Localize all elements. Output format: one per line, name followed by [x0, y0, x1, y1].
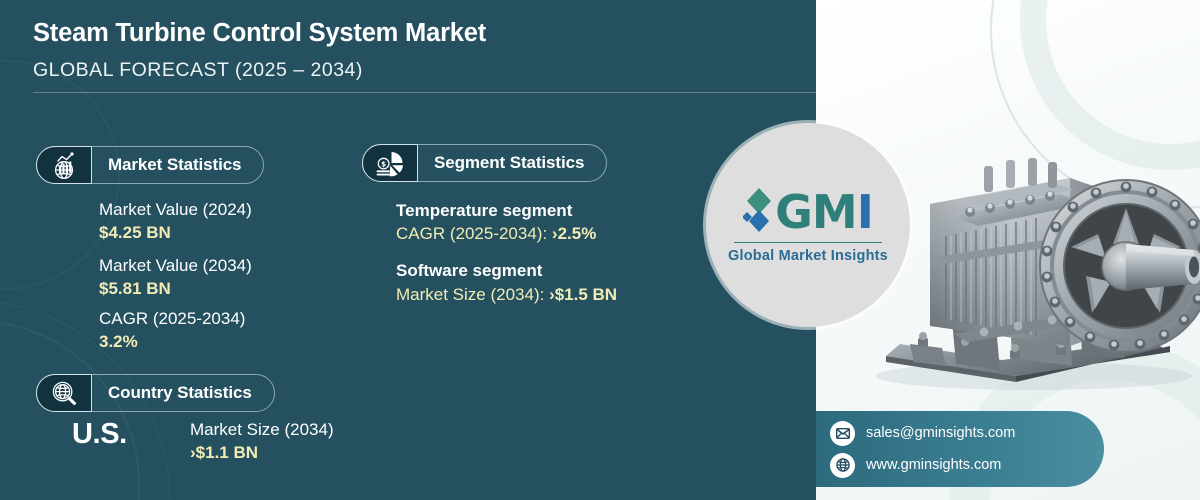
gmi-logo-divider	[734, 241, 882, 244]
gmi-logo-mark: GM I	[743, 184, 874, 239]
country-market-size-label: Market Size (2034)	[190, 420, 334, 439]
gmi-letters-gm: GM	[775, 184, 858, 239]
software-segment-metric-row: Market Size (2034): ›$1.5 BN	[396, 283, 617, 308]
gmi-logo: GM I Global Market Insights	[706, 123, 910, 327]
contact-email-row[interactable]: sales@gminsights.com	[830, 420, 1104, 446]
steam-turbine-photo	[876, 158, 1200, 390]
country-code: U.S.	[72, 418, 127, 450]
globe-magnifier-icon	[36, 374, 92, 412]
contact-email-text: sales@gminsights.com	[866, 425, 1016, 441]
software-segment-metric: Market Size (2034):	[396, 284, 550, 304]
market-value-2024-value: $4.25 BN	[99, 223, 171, 243]
pie-chart-money-icon: $	[362, 144, 418, 182]
envelope-icon	[830, 420, 855, 446]
market-value-2034-value: $5.81 BN	[99, 279, 171, 299]
market-statistics-label: Market Statistics	[108, 155, 242, 174]
gmi-diamond-icon	[743, 187, 772, 232]
section-header-market-statistics: Market Statistics	[36, 146, 265, 184]
software-segment-label: Software segment	[396, 261, 543, 281]
temperature-segment-value: ›2.5%	[551, 224, 597, 244]
cagr-value: 3.2%	[99, 332, 138, 352]
software-segment-value: ›$1.5 BN	[549, 284, 618, 304]
page-title: Steam Turbine Control System Market	[33, 19, 487, 47]
temperature-segment-metric-row: CAGR (2025-2034): ›2.5%	[396, 222, 617, 247]
segment-statistics-label: Segment Statistics	[434, 153, 585, 172]
title-divider	[33, 92, 1173, 93]
globe-icon	[830, 452, 855, 478]
country-statistics-values: Market Size (2034) ›$1.1 BN	[190, 418, 334, 465]
country-statistics-items: U.S.	[72, 418, 127, 451]
gmi-tagline: Global Market Insights	[728, 248, 888, 265]
page-subtitle: GLOBAL FORECAST (2025 – 2034)	[33, 58, 363, 81]
market-value-2034-label: Market Value (2034)	[99, 255, 252, 275]
contact-website-text: www.gminsights.com	[866, 457, 1002, 473]
market-statistics-pill[interactable]: Market Statistics	[36, 146, 265, 184]
segment-statistics-pill[interactable]: $ Segment Statistics	[362, 144, 608, 182]
section-header-country-statistics: Country Statistics	[36, 374, 275, 412]
left-content-panel	[0, 300, 170, 500]
svg-text:$: $	[381, 159, 386, 168]
title-block: Steam Turbine Control System Market GLOB…	[33, 18, 773, 82]
section-header-segment-statistics: $ Segment Statistics	[362, 144, 608, 182]
country-market-size-value: ›$1.1 BN	[190, 443, 259, 463]
temperature-segment-metric: CAGR (2025-2034):	[396, 224, 552, 244]
market-value-2024-label: Market Value (2024)	[99, 200, 252, 219]
country-statistics-pill[interactable]: Country Statistics	[36, 374, 275, 412]
contact-website-row[interactable]: www.gminsights.com	[830, 452, 1104, 478]
market-statistics-items: Market Value (2024) $4.25 BN Market Valu…	[99, 198, 252, 354]
temperature-segment-label: Temperature segment	[396, 201, 573, 220]
country-statistics-label: Country Statistics	[108, 383, 252, 402]
segment-statistics-items: Temperature segment CAGR (2025-2034): ›2…	[396, 199, 617, 307]
globe-bar-chart-icon	[36, 146, 92, 184]
gmi-letter-i: I	[856, 184, 874, 239]
contact-badge: sales@gminsights.com www.gminsights.com	[816, 411, 1104, 487]
cagr-label: CAGR (2025-2034)	[99, 308, 246, 328]
